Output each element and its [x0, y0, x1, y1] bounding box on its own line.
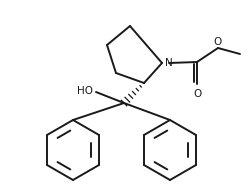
Text: O: O	[193, 89, 201, 99]
Text: HO: HO	[77, 86, 93, 96]
Text: O: O	[214, 37, 222, 47]
Text: N: N	[165, 58, 173, 68]
